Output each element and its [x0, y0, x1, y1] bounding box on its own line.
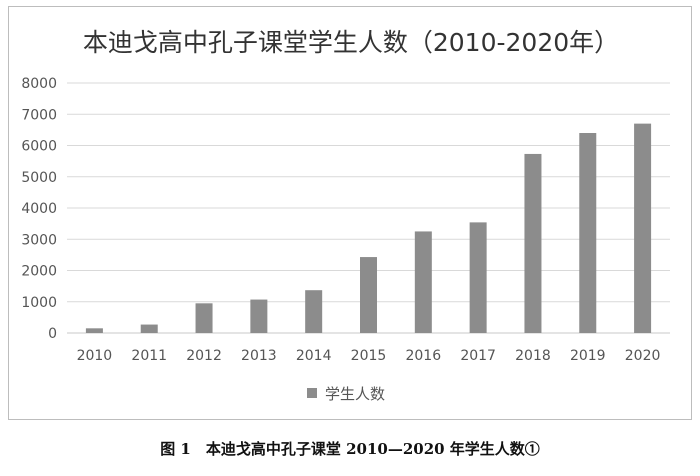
bar-2010 — [85, 328, 103, 333]
bar-2014 — [305, 290, 323, 333]
gridlines — [67, 82, 670, 334]
bar-2018 — [524, 153, 542, 333]
y-tick-label: 0 — [48, 326, 57, 342]
bar-2012 — [195, 303, 213, 333]
chart-frame: 本迪戈高中孔子课堂学生人数（2010-2020年） 0 1000 2000 3000 4… — [8, 6, 692, 420]
x-tick-label: 2014 — [296, 348, 332, 364]
x-tick-label: 2017 — [460, 348, 496, 364]
y-tick-label: 2000 — [21, 264, 57, 280]
x-tick-label: 2011 — [131, 348, 167, 364]
x-tick-label: 2018 — [515, 348, 551, 364]
bar-2013 — [250, 299, 268, 333]
y-tick-label: 4000 — [21, 201, 57, 217]
bar-2015 — [360, 257, 377, 333]
bar-chart: 本迪戈高中孔子课堂学生人数（2010-2020年） 0 1000 2000 3000 4… — [21, 28, 670, 403]
x-tick-label: 2020 — [625, 348, 661, 364]
x-tick-label: 2015 — [351, 348, 387, 364]
chart-title: 本迪戈高中孔子课堂学生人数（2010-2020年） — [83, 28, 619, 57]
bar-2019 — [579, 133, 597, 333]
bar-2016 — [414, 231, 432, 333]
y-tick-label: 3000 — [21, 232, 57, 248]
y-axis-ticks: 0 1000 2000 3000 4000 5000 6000 7000 8000 — [21, 76, 57, 342]
bar-2020 — [634, 123, 652, 333]
x-tick-label: 2016 — [405, 348, 441, 364]
x-tick-label: 2010 — [77, 348, 113, 364]
y-tick-label: 8000 — [21, 76, 57, 92]
bar-2011 — [140, 324, 158, 333]
x-tick-label: 2012 — [186, 348, 222, 364]
bar-2017 — [469, 222, 487, 333]
x-axis-ticks: 2010 2011 2012 2013 2014 2015 2016 2017 2018 2019… — [77, 348, 661, 364]
legend-label: 学生人数 — [325, 385, 385, 403]
y-tick-label: 1000 — [21, 295, 57, 311]
y-tick-label: 5000 — [21, 170, 57, 186]
y-tick-label: 7000 — [21, 107, 57, 123]
bars — [85, 123, 652, 333]
x-tick-label: 2013 — [241, 348, 277, 364]
legend-swatch — [307, 388, 317, 398]
legend: 学生人数 — [307, 385, 385, 403]
x-tick-label: 2019 — [570, 348, 606, 364]
figure-caption: 图 1 本迪戈高中孔子课堂 2010—2020 年学生人数① — [160, 440, 540, 458]
y-tick-label: 6000 — [21, 139, 57, 155]
